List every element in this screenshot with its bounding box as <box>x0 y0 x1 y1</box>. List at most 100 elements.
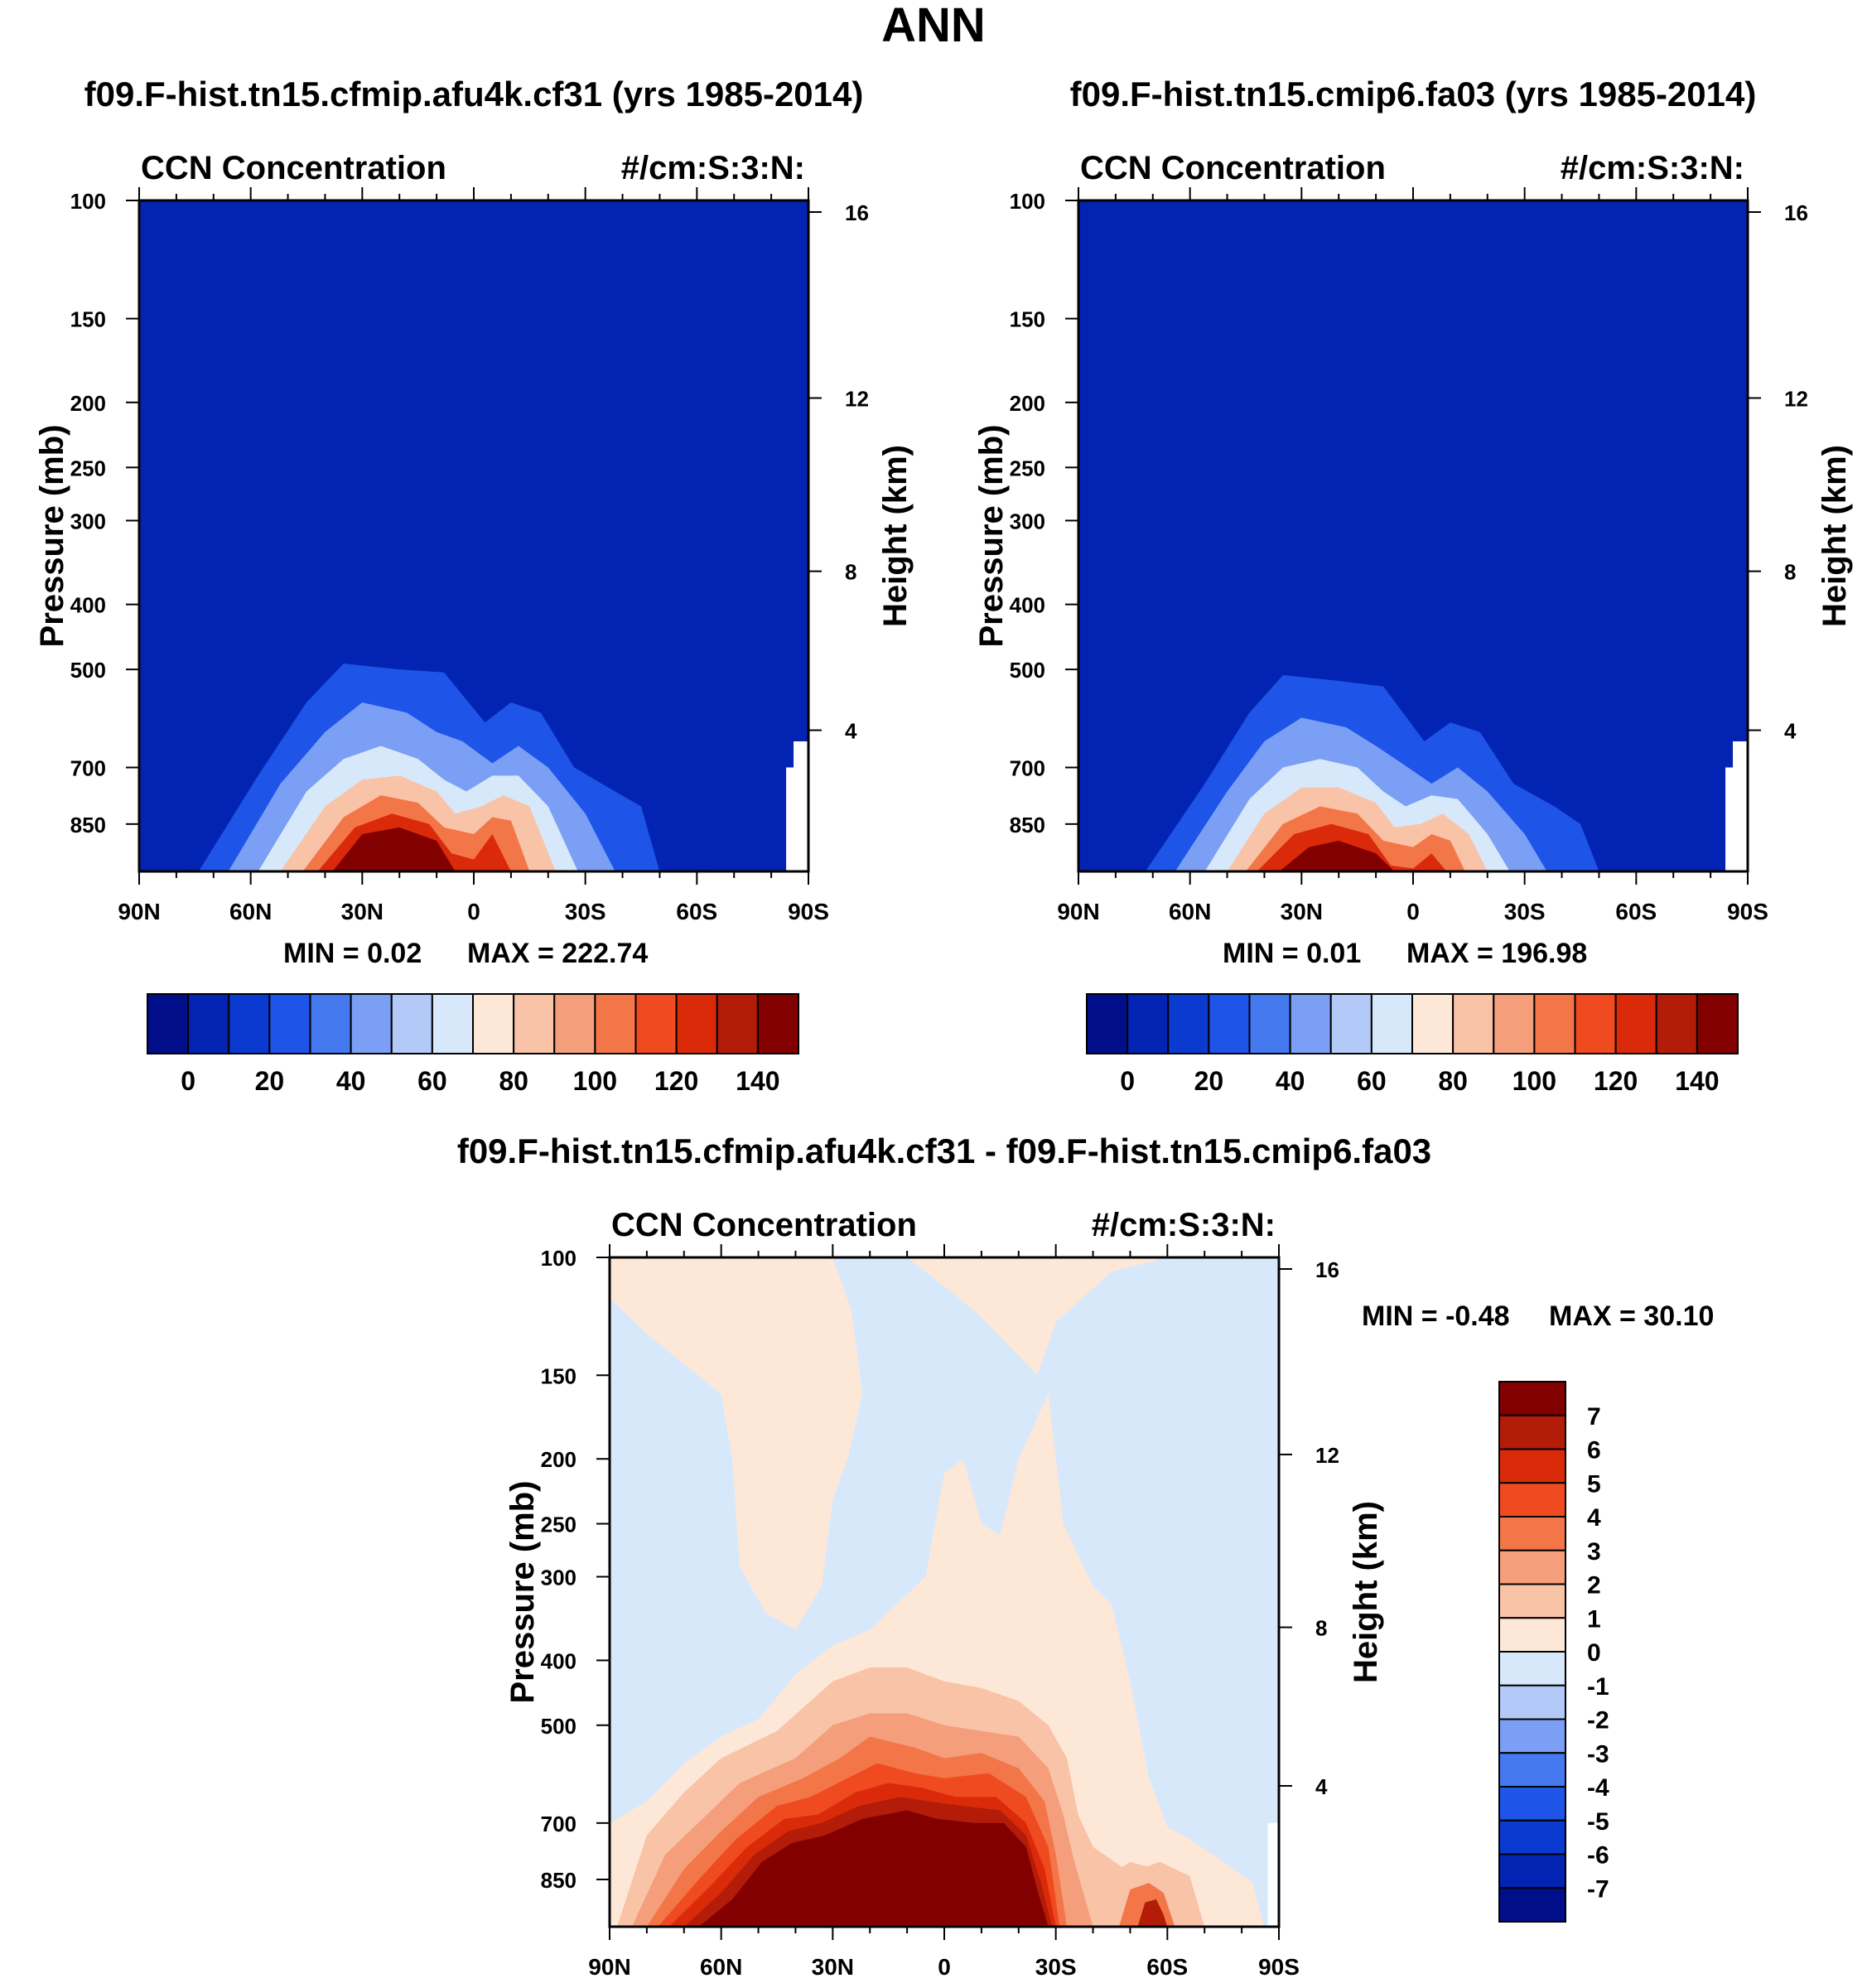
right-string: #/cm:S:3:N: <box>1561 150 1744 186</box>
colorbar-box <box>1498 1583 1566 1619</box>
panel-title: f09.F-hist.tn15.cmip6.fa03 (yrs 1985-201… <box>1070 75 1757 113</box>
colorbar-box <box>431 993 474 1054</box>
y-right-tick-label: 16 <box>1784 200 1808 225</box>
x-tick-label: 30N <box>812 1954 854 1980</box>
colorbar-box <box>716 993 759 1054</box>
right-string: #/cm:S:3:N: <box>1092 1207 1276 1243</box>
y-axis-label: Pressure (mb) <box>34 425 70 648</box>
field-layer <box>139 200 808 871</box>
x-tick-label: 60N <box>229 899 272 924</box>
colorbar-label: 80 <box>499 1066 528 1096</box>
y-tick-label: 850 <box>70 813 106 837</box>
colorbar-box <box>1167 993 1210 1054</box>
y-tick-label: 700 <box>70 756 106 781</box>
colorbar-box <box>1086 993 1129 1054</box>
colorbar-box <box>1126 993 1170 1054</box>
left-string: CCN Concentration <box>611 1207 917 1243</box>
x-tick-label: 30N <box>1281 899 1323 924</box>
x-tick-label: 0 <box>467 899 480 924</box>
contour-fill <box>1137 1899 1168 1927</box>
y-right-tick-label: 8 <box>1315 1616 1327 1641</box>
contour-fill-zero <box>610 1257 863 1630</box>
x-tick-label: 60S <box>1615 899 1657 924</box>
colorbar-label: 120 <box>654 1066 698 1096</box>
y-tick-label: 700 <box>541 1812 577 1836</box>
colorbar-box <box>268 993 311 1054</box>
y-tick-label: 500 <box>70 658 106 683</box>
field-layer <box>610 1257 1279 1927</box>
y-tick-label: 850 <box>1010 813 1045 837</box>
missing-data-sliver <box>1733 741 1748 871</box>
colorbar-box <box>390 993 433 1054</box>
colorbar-box <box>1498 1448 1566 1484</box>
colorbar-box <box>187 993 230 1054</box>
x-tick-label: 60N <box>1169 899 1211 924</box>
colorbar-label: 80 <box>1438 1066 1468 1096</box>
colorbar-label: 60 <box>417 1066 447 1096</box>
panel-bottom-difference: f09.F-hist.tn15.cfmip.afu4k.cf31 - f09.F… <box>457 1132 1715 1980</box>
colorbar-label: -4 <box>1587 1774 1609 1802</box>
colorbar-label: 20 <box>255 1066 285 1096</box>
max-label: MAX = 30.10 <box>1549 1300 1714 1332</box>
colorbar-box <box>1498 1752 1566 1788</box>
colorbar-box <box>1614 993 1657 1054</box>
left-string: CCN Concentration <box>1080 150 1386 186</box>
missing-data-sliver <box>794 741 808 871</box>
missing-data-sliver <box>1267 1822 1279 1927</box>
colorbar-box <box>1498 1651 1566 1686</box>
x-tick-label: 30S <box>1035 1954 1077 1980</box>
max-label: MAX = 222.74 <box>467 938 648 969</box>
y-tick-label: 100 <box>70 189 106 214</box>
y-axis-label: Pressure (mb) <box>973 425 1010 648</box>
y-tick-label: 100 <box>1010 189 1045 214</box>
colorbar-box <box>1498 1617 1566 1653</box>
y-right-tick-label: 12 <box>1784 387 1808 412</box>
colorbar-box <box>1696 993 1739 1054</box>
y-tick-label: 500 <box>541 1714 577 1739</box>
y-tick-label: 500 <box>1010 658 1045 683</box>
colorbar-box <box>309 993 352 1054</box>
colorbar-label: 3 <box>1587 1538 1601 1566</box>
colorbar-label: 5 <box>1587 1470 1601 1498</box>
x-tick-label: 60S <box>676 899 717 924</box>
colorbar-box <box>472 993 515 1054</box>
colorbar-label: -3 <box>1587 1740 1609 1768</box>
y-tick-label: 200 <box>541 1447 577 1472</box>
colorbar-box <box>756 993 799 1054</box>
colorbar-box <box>594 993 637 1054</box>
colorbar-box <box>1329 993 1373 1054</box>
x-tick-label: 0 <box>938 1954 951 1980</box>
colorbar-box <box>1411 993 1455 1054</box>
colorbar-label: -1 <box>1587 1673 1609 1701</box>
x-tick-label: 90S <box>788 899 829 924</box>
panel-top-right: f09.F-hist.tn15.cmip6.fa03 (yrs 1985-201… <box>973 75 1853 1096</box>
x-tick-label: 90S <box>1258 1954 1300 1980</box>
y-right-tick-label: 4 <box>1784 719 1797 744</box>
y-tick-label: 700 <box>1010 756 1045 781</box>
colorbar-box <box>1208 993 1251 1054</box>
x-tick-label: 30S <box>565 899 606 924</box>
x-tick-label: 60N <box>700 1954 742 1980</box>
panel-top-left: f09.F-hist.tn15.cfmip.afu4k.cf31 (yrs 19… <box>34 75 914 1096</box>
colorbar-label: -5 <box>1587 1808 1609 1836</box>
y-tick-label: 300 <box>1010 509 1045 533</box>
field-layer <box>1078 200 1748 871</box>
min-label: MIN = 0.01 <box>1223 938 1361 969</box>
y-tick-label: 850 <box>541 1868 577 1893</box>
colorbar-box <box>1493 993 1536 1054</box>
colorbar-label: 120 <box>1594 1066 1638 1096</box>
colorbar-label: 1 <box>1587 1605 1601 1633</box>
colorbar-box <box>350 993 393 1054</box>
colorbar-box <box>1498 1482 1566 1518</box>
colorbar-label: 60 <box>1357 1066 1387 1096</box>
missing-data-step <box>786 767 796 871</box>
x-tick-label: 90S <box>1727 899 1768 924</box>
x-tick-label: 0 <box>1406 899 1420 924</box>
y-axis-label: Pressure (mb) <box>504 1481 541 1704</box>
min-label: MIN = 0.02 <box>283 938 422 969</box>
colorbar-box <box>1370 993 1413 1054</box>
colorbar-box <box>553 993 596 1054</box>
colorbar-label: 40 <box>336 1066 366 1096</box>
left-string: CCN Concentration <box>141 150 446 186</box>
